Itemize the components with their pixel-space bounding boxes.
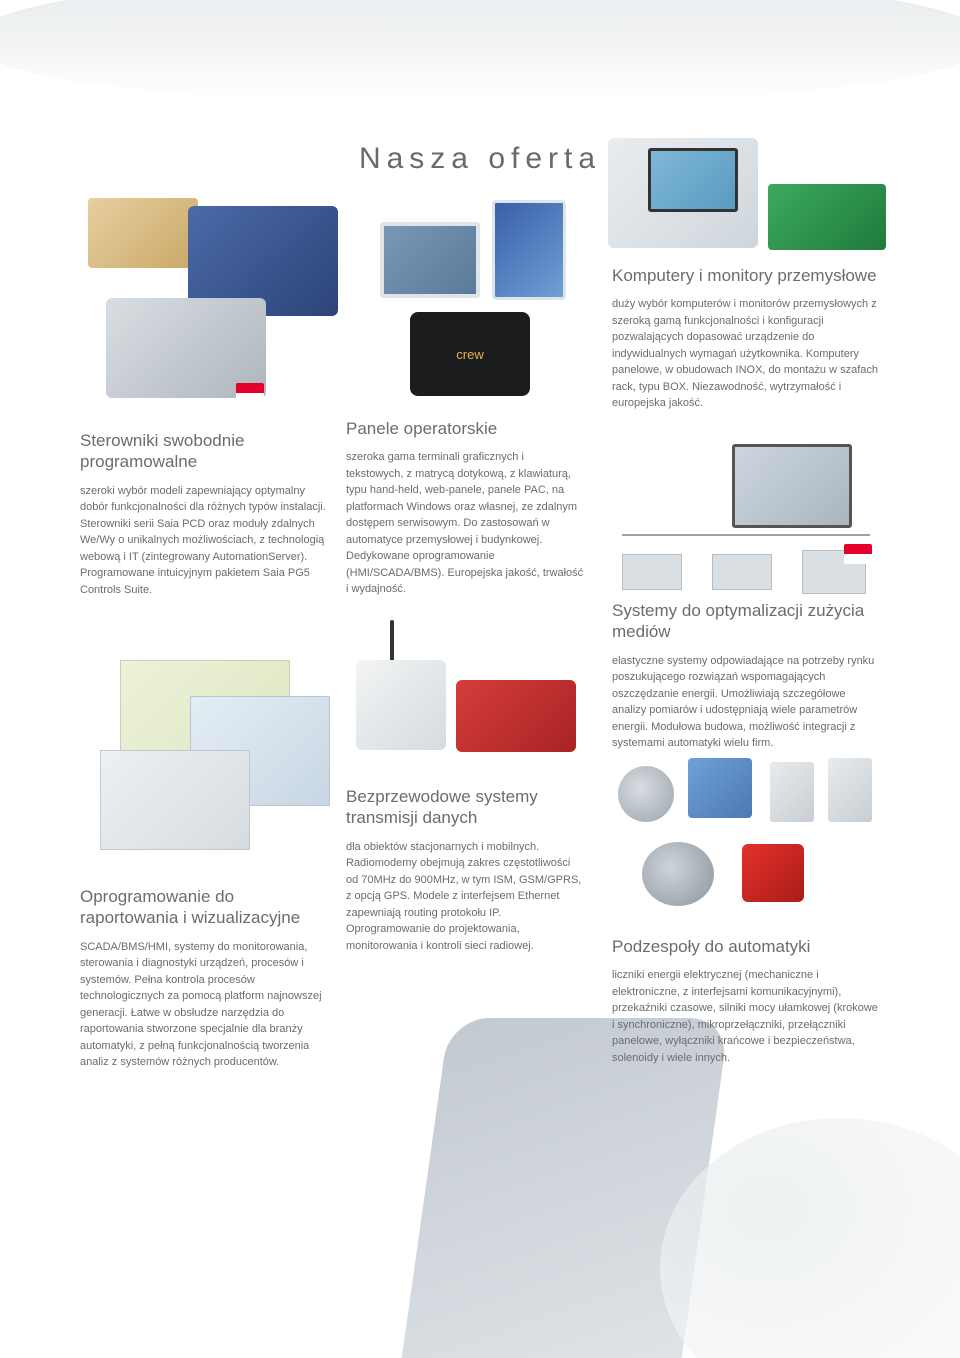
- radio-title: Bezprzewodowe systemy transmisji danych: [346, 786, 584, 829]
- component-motor: [618, 766, 674, 822]
- industrial-monitor: [608, 138, 758, 248]
- section-plc: Sterowniki swobodnie programowalne szero…: [80, 430, 330, 598]
- monitor-screen: [648, 148, 738, 212]
- section-optimization: Systemy do optymalizacji zużycia mediów …: [612, 600, 880, 752]
- component-meter-blue: [688, 758, 752, 818]
- hmi-logo-text: crew: [456, 347, 483, 362]
- component-relay-1: [770, 762, 814, 822]
- swiss-flag-icon: [236, 383, 264, 403]
- radio-product-image: [346, 620, 584, 770]
- opt-body: elastyczne systemy odpowiadające na potr…: [612, 653, 880, 752]
- pc-title: Komputery i monitory przemysłowe: [612, 265, 880, 286]
- radio-modem-red: [456, 680, 576, 752]
- optimization-product-image: [612, 444, 880, 594]
- components-product-image: [612, 758, 880, 918]
- scada-body: SCADA/BMS/HMI, systemy do monitorowania,…: [80, 939, 330, 1071]
- section-components: Podzespoły do automatyki liczniki energi…: [612, 936, 880, 1066]
- component-relay-2: [828, 758, 872, 822]
- scada-screenshot-3: [100, 750, 250, 850]
- opt-bus-line: [622, 534, 870, 536]
- plc-module-orange: [88, 198, 198, 268]
- comp-title: Podzespoły do automatyki: [612, 936, 880, 957]
- hmi-panel-black: crew: [410, 312, 530, 396]
- plc-product-image: [68, 188, 338, 408]
- section-scada: Oprogramowanie do raportowania i wizuali…: [80, 886, 330, 1071]
- background-top-pipes: [0, 0, 960, 100]
- swiss-flag-icon: [844, 544, 872, 564]
- plc-body: szeroki wybór modeli zapewniający optyma…: [80, 483, 330, 599]
- radio-body: dla obiektów stacjonarnych i mobilnych. …: [346, 839, 584, 955]
- page: Nasza oferta Sterowniki swobodnie progra…: [0, 0, 960, 1358]
- hmi-body: szeroka gama terminali graficznych i tek…: [346, 449, 584, 598]
- pc-product-image: [608, 138, 888, 258]
- opt-title: Systemy do optymalizacji zużycia mediów: [612, 600, 880, 643]
- plc-title: Sterowniki swobodnie programowalne: [80, 430, 330, 473]
- section-hmi: Panele operatorskie szeroka gama termina…: [346, 418, 584, 598]
- industrial-box-pc: [768, 184, 886, 250]
- component-stepper: [642, 842, 714, 906]
- opt-node-1: [622, 554, 682, 590]
- scada-product-image: [100, 660, 330, 850]
- radio-modem-white: [356, 660, 446, 750]
- opt-panel: [732, 444, 852, 528]
- hmi-panel-1: [380, 222, 480, 298]
- section-radio: Bezprzewodowe systemy transmisji danych …: [346, 786, 584, 954]
- comp-body: liczniki energii elektrycznej (mechanicz…: [612, 967, 880, 1066]
- component-button-red: [742, 844, 804, 902]
- section-pc: Komputery i monitory przemysłowe duży wy…: [612, 265, 880, 412]
- hmi-panel-2: [492, 200, 566, 300]
- opt-node-2: [712, 554, 772, 590]
- hmi-product-image: crew: [370, 200, 570, 400]
- pc-body: duży wybór komputerów i monitorów przemy…: [612, 296, 880, 412]
- hmi-title: Panele operatorskie: [346, 418, 584, 439]
- scada-title: Oprogramowanie do raportowania i wizuali…: [80, 886, 330, 929]
